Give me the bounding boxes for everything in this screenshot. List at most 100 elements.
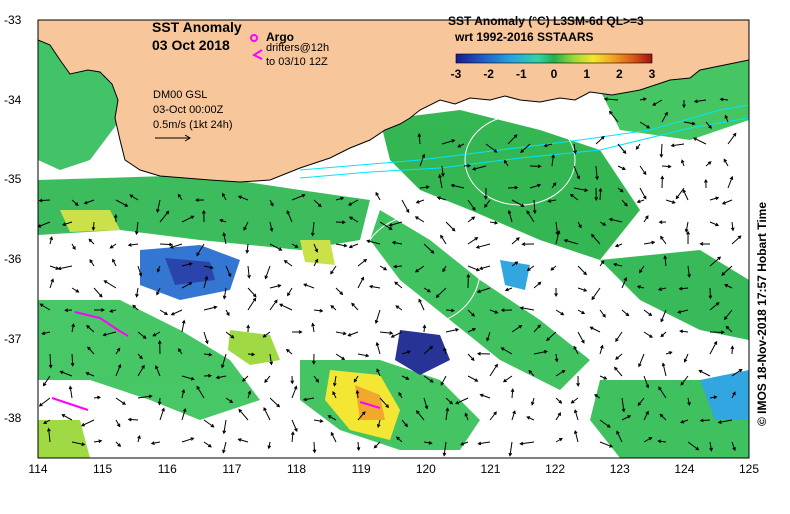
current-arrow	[467, 237, 479, 245]
current-arrow	[203, 352, 213, 357]
current-arrow	[423, 441, 433, 445]
scale-arrow	[155, 134, 191, 142]
current-arrow	[415, 199, 425, 204]
current-arrow	[555, 412, 562, 421]
current-arrow	[311, 353, 316, 365]
current-arrow	[181, 375, 195, 381]
colorbar	[455, 53, 653, 64]
current-arrow	[661, 111, 668, 123]
current-arrow	[637, 397, 645, 407]
current-arrow	[484, 187, 488, 200]
current-arrow	[71, 287, 80, 293]
current-arrow	[88, 238, 95, 245]
current-arrow	[416, 410, 425, 421]
current-arrow	[115, 199, 129, 207]
current-arrow	[103, 280, 117, 289]
current-arrow	[526, 265, 535, 271]
current-arrow	[222, 287, 227, 300]
current-arrow	[519, 441, 535, 446]
current-arrow	[723, 158, 729, 167]
current-arrow	[49, 278, 55, 289]
current-arrow	[267, 441, 272, 450]
current-arrow	[357, 276, 365, 289]
current-arrow	[590, 233, 601, 245]
current-arrow	[730, 221, 735, 232]
current-arrow	[279, 303, 293, 311]
current-arrow	[621, 415, 632, 421]
drifter-legend-icon	[251, 49, 263, 60]
current-arrow	[222, 232, 227, 245]
current-arrow	[332, 391, 337, 399]
current-arrow	[577, 265, 587, 276]
current-arrow	[152, 331, 161, 337]
current-arrow	[709, 302, 720, 311]
current-arrow	[436, 196, 447, 201]
current-arrow	[422, 324, 427, 333]
current-arrow	[638, 353, 645, 368]
current-arrow	[475, 243, 491, 249]
current-arrow	[683, 353, 689, 363]
current-arrow	[195, 198, 205, 202]
current-arrow	[335, 196, 345, 201]
current-arrow	[445, 407, 450, 421]
currents-scale-label: 0.5m/s (1kt 24h)	[153, 119, 233, 131]
drifters-window: to 03/10 12Z	[266, 56, 328, 68]
lat-tick-label: -33	[4, 13, 22, 27]
current-arrow	[591, 287, 601, 301]
current-arrow	[85, 372, 95, 377]
current-arrow	[203, 441, 212, 448]
current-arrow	[64, 308, 73, 313]
current-arrow	[660, 309, 667, 323]
current-arrow	[419, 153, 426, 167]
current-arrow	[529, 183, 542, 189]
current-arrow	[287, 287, 293, 297]
current-arrow	[687, 397, 691, 407]
current-arrow	[347, 331, 359, 337]
drifter-tracks	[51, 311, 381, 411]
current-arrow	[237, 438, 249, 443]
current-arrow	[423, 243, 435, 254]
current-arrow	[417, 133, 422, 145]
current-arrow	[86, 325, 95, 333]
current-arrow	[263, 407, 271, 421]
current-arrow	[102, 331, 117, 337]
current-arrow	[48, 353, 53, 369]
current-arrow	[401, 199, 410, 214]
current-arrow	[595, 135, 605, 145]
currents-time: 03-Oct 00:00Z	[153, 104, 224, 116]
lat-tick-label: -38	[4, 411, 22, 426]
current-arrow	[554, 353, 559, 363]
current-arrow	[438, 173, 443, 189]
current-arrow	[335, 353, 346, 361]
current-arrow	[368, 284, 381, 289]
current-arrow	[134, 221, 139, 236]
current-arrow	[613, 366, 623, 377]
current-arrow	[621, 309, 630, 317]
current-arrow	[115, 441, 122, 448]
current-arrow	[467, 199, 476, 211]
current-arrow	[392, 264, 403, 269]
current-arrow	[484, 199, 491, 208]
current-arrow	[93, 439, 103, 444]
current-arrow	[608, 217, 623, 223]
current-arrow	[699, 418, 711, 423]
current-arrow	[573, 345, 579, 355]
current-arrow	[203, 265, 214, 270]
current-arrow	[269, 199, 274, 207]
current-arrow	[463, 163, 472, 168]
current-arrow	[396, 436, 403, 443]
current-arrow	[504, 287, 513, 292]
current-arrow	[375, 341, 381, 355]
current-arrow	[603, 97, 619, 101]
current-arrow	[563, 238, 579, 245]
current-arrow	[137, 394, 153, 399]
current-arrow	[159, 242, 174, 247]
lon-tick-label: 121	[480, 462, 501, 476]
current-arrow	[639, 165, 647, 176]
current-arrow	[507, 185, 519, 190]
colorbar-tick-label: 2	[615, 67, 623, 81]
current-arrow	[489, 309, 499, 314]
current-arrow	[442, 441, 447, 457]
current-arrow	[521, 242, 535, 247]
current-arrow	[500, 347, 513, 355]
